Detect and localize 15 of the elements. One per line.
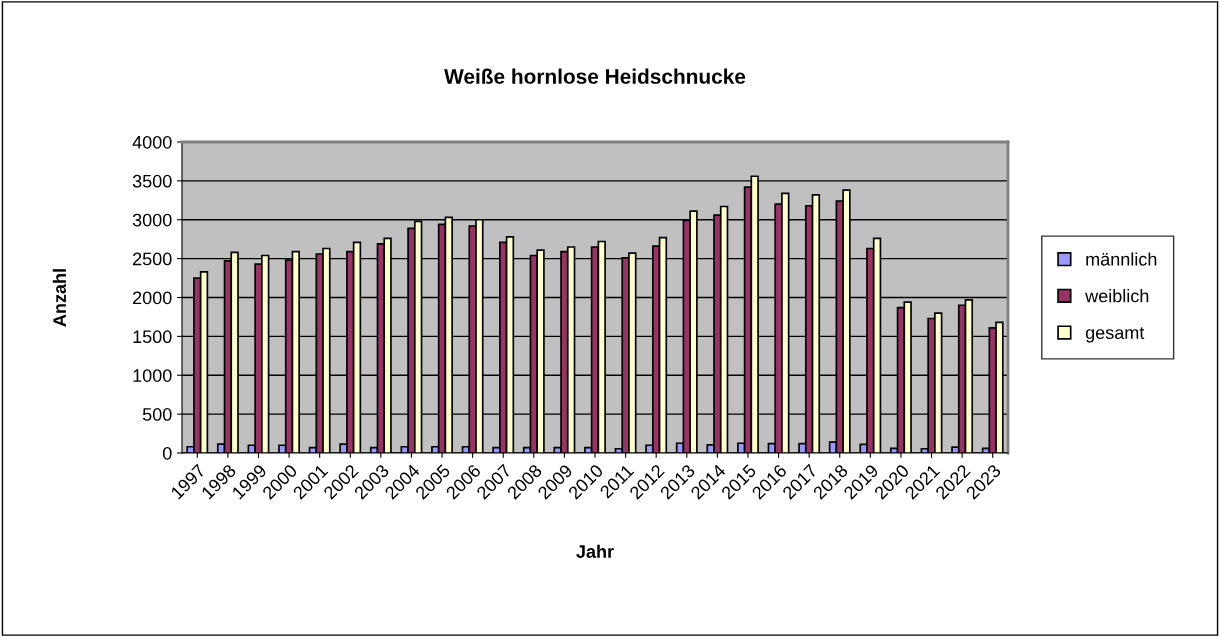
y-tick-label: 1000 — [133, 369, 172, 382]
chart-title: Weiße hornlose Heidschnucke — [444, 68, 746, 84]
x-axis-title: Jahr — [576, 544, 614, 558]
y-tick-label: 2500 — [133, 252, 172, 266]
y-tick-label: 1500 — [133, 330, 172, 344]
y-tick-label: 3500 — [132, 174, 172, 188]
legend-label: weiblich — [1085, 289, 1149, 303]
y-axis-title: Anzahl — [52, 269, 67, 327]
y-tick-label: 2000 — [133, 291, 172, 305]
y-tick-label: 0 — [162, 446, 172, 460]
y-tick-label: 3000 — [132, 213, 172, 227]
legend-label: gesamt — [1085, 327, 1145, 343]
y-tick-label: 4000 — [132, 135, 172, 149]
legend-label: männlich — [1086, 252, 1157, 266]
y-tick-label: 500 — [142, 408, 172, 421]
